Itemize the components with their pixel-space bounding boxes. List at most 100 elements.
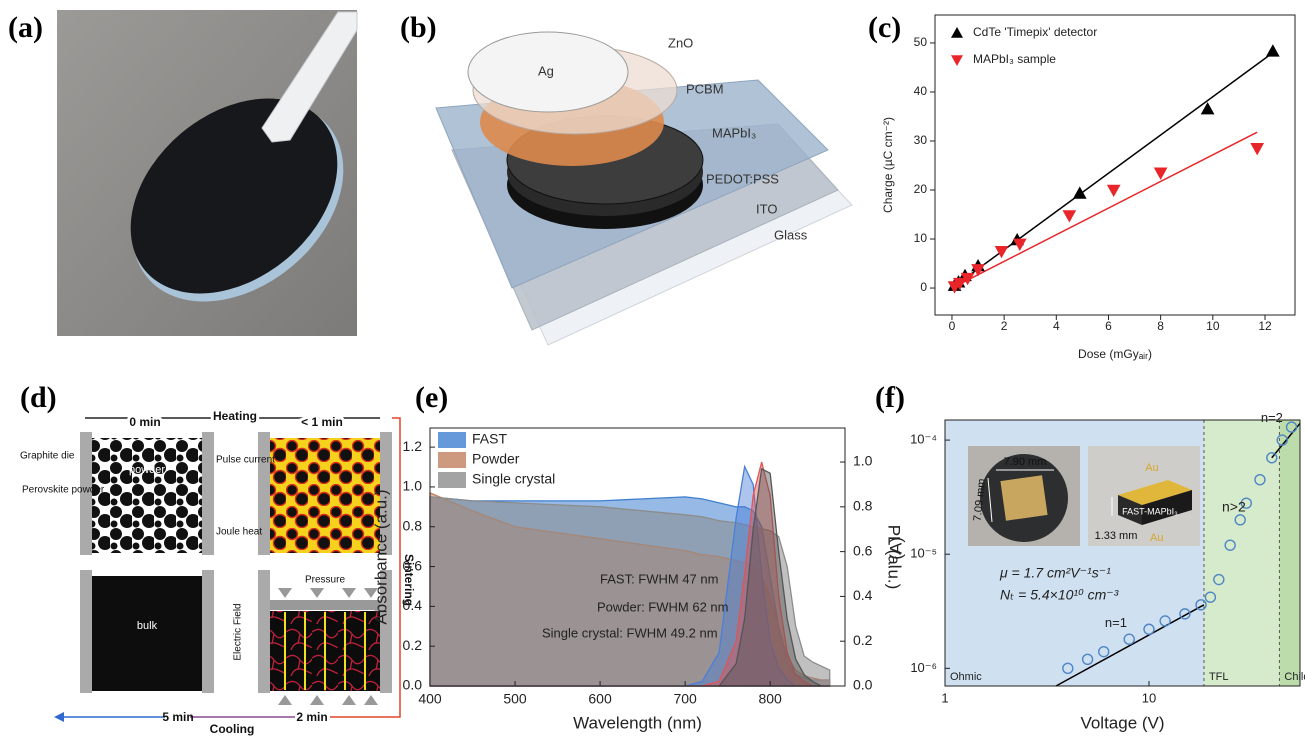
y-axis-label: I (A) — [886, 537, 905, 569]
inset-label: FAST-MAPbI₃ — [1122, 506, 1178, 516]
y-tick-label: 40 — [914, 84, 928, 98]
y-tick-label: 10⁻⁵ — [910, 546, 937, 561]
region-label: TFL — [1209, 671, 1229, 683]
layer-stack: Ag ZnO PCBM MAPbI₃ PEDOT:PSS ITO Glass — [436, 32, 852, 345]
layer-label: Ag — [538, 63, 554, 78]
annotation: Powder: FWHM 62 nm — [597, 599, 728, 614]
y2-tick-label: 0.2 — [853, 632, 873, 648]
process-label: Heating — [213, 409, 257, 423]
x-tick-label: 6 — [1105, 319, 1112, 333]
process-label: Cooling — [210, 722, 255, 736]
y-tick-label: 0 — [920, 280, 927, 294]
photo-panel — [57, 10, 382, 342]
data-point — [1267, 45, 1279, 56]
region — [1279, 420, 1300, 686]
layer-label: PCBM — [686, 81, 724, 96]
y-tick-label: 10⁻⁴ — [910, 432, 937, 447]
y-tick-label: 1.0 — [403, 478, 423, 494]
y-tick-label: 0.8 — [403, 517, 423, 533]
annotation: Nₜ = 5.4×10¹⁰ cm⁻³ — [1000, 587, 1119, 603]
y-tick-label: 10⁻⁶ — [910, 660, 937, 675]
inset-label: Au — [1145, 462, 1158, 474]
legend-label: Single crystal — [472, 471, 555, 487]
x-tick-label: 1 — [941, 690, 948, 705]
legend-marker — [951, 55, 963, 66]
legend-label: CdTe 'Timepix' detector — [973, 25, 1097, 39]
legend-marker — [951, 27, 963, 38]
stage-label: 5 min — [162, 710, 193, 724]
data-point — [1074, 187, 1086, 198]
fit-label: n=1 — [1105, 615, 1127, 630]
label: powder — [129, 464, 165, 476]
label: Pressure — [305, 575, 345, 586]
die-wall — [202, 570, 214, 693]
legend-label: MAPbI₃ sample — [973, 52, 1056, 66]
panel-label: (c) — [868, 11, 901, 44]
layer-label: PEDOT:PSS — [706, 171, 779, 186]
die-wall — [258, 570, 270, 693]
y2-tick-label: 0.4 — [853, 587, 873, 603]
layer-label: Glass — [774, 227, 808, 242]
sintering-schematic: 0 min Heating < 1 min Graphite die Perov… — [20, 409, 416, 736]
layer-label: ITO — [756, 201, 777, 216]
data-point — [1155, 168, 1167, 179]
y-tick-label: 0.0 — [403, 677, 423, 693]
x-tick-label: 400 — [418, 691, 442, 707]
region-label: Child — [1284, 671, 1305, 683]
y-tick-label: 50 — [914, 35, 928, 49]
x-tick-label: 800 — [758, 691, 782, 707]
panel-label: (b) — [400, 11, 437, 44]
y-axis-label: Absorbance (a.u.) — [371, 489, 390, 624]
stage-label: < 1 min — [301, 415, 343, 429]
x-tick-label: 2 — [1001, 319, 1008, 333]
fit-label: n=2 — [1261, 410, 1283, 425]
x-tick-label: 10 — [1142, 690, 1156, 705]
powder-chamber — [92, 438, 202, 553]
y2-tick-label: 1.0 — [853, 453, 873, 469]
annotation: FAST: FWHM 47 nm — [600, 571, 718, 586]
legend-label: FAST — [472, 431, 507, 447]
legend-label: Powder — [472, 451, 520, 467]
panel-label: (e) — [415, 381, 448, 414]
data-point — [1202, 103, 1214, 114]
y-tick-label: 10 — [914, 231, 928, 245]
x-tick-label: 700 — [673, 691, 697, 707]
y-tick-label: 0.4 — [403, 597, 423, 613]
annotation: Single crystal: FWHM 49.2 nm — [542, 625, 718, 640]
y-tick-label: 20 — [914, 182, 928, 196]
y-tick-label: 0.2 — [403, 637, 423, 653]
region-label: Ohmic — [950, 671, 982, 683]
y2-tick-label: 0.0 — [853, 677, 873, 693]
x-axis-label: Dose (mGyₐᵢᵣ) — [1078, 347, 1152, 361]
heated-chamber — [270, 438, 380, 553]
inset-label: Au — [1150, 532, 1163, 544]
layer-label: MAPbI₃ — [712, 125, 756, 140]
label: Pulse current — [216, 455, 275, 466]
x-axis-label: Voltage (V) — [1080, 713, 1164, 732]
die-wall — [80, 570, 92, 693]
label: Joule heat — [216, 527, 262, 538]
label: Electric Field — [233, 603, 244, 660]
x-tick-label: 0 — [949, 319, 956, 333]
legend-swatch — [438, 452, 466, 468]
y2-tick-label: 0.8 — [853, 498, 873, 514]
y-tick-label: 0.6 — [403, 557, 423, 573]
x-tick-label: 10 — [1206, 319, 1220, 333]
label: bulk — [137, 620, 158, 632]
arrow-head — [54, 712, 64, 722]
inset-label: 1.33 mm — [1095, 530, 1138, 542]
stage-label: 0 min — [129, 415, 160, 429]
x-tick-label: 4 — [1053, 319, 1060, 333]
data-point — [1063, 211, 1075, 222]
die-wall — [202, 432, 214, 555]
figure: (a) (b) (c) (d) (e) (f) Ag ZnO PCBM MAPb… — [0, 0, 1305, 736]
inset-electrode — [1000, 475, 1047, 520]
annotation: n>2 — [1222, 499, 1246, 515]
x-tick-label: 500 — [503, 691, 527, 707]
y-tick-label: 30 — [914, 133, 928, 147]
data-point — [1251, 144, 1263, 155]
legend-swatch — [438, 472, 466, 488]
press-plate — [270, 600, 380, 610]
label: Perovskite powder — [22, 485, 105, 496]
y2-tick-label: 0.6 — [853, 542, 873, 558]
